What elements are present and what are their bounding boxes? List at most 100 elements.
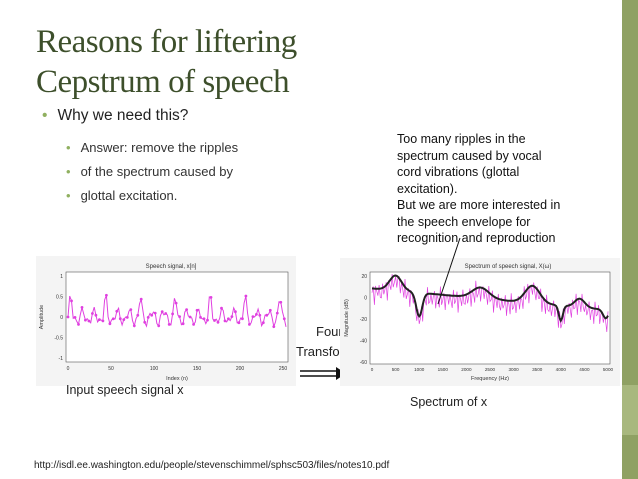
left-plot-xlabel: Index (n): [166, 376, 188, 382]
signal-sample-point: [98, 318, 101, 321]
x-tick-label: 1000: [414, 367, 425, 372]
signal-sample-point: [125, 316, 129, 319]
annotation-pointer: [437, 237, 461, 305]
y-tick-label: -20: [360, 317, 367, 323]
x-tick-label: 4000: [556, 367, 567, 372]
signal-sample-point: [209, 296, 213, 299]
signal-sample-point: [73, 316, 77, 319]
signal-sample-point: [157, 324, 161, 328]
signal-sample-point: [261, 321, 265, 325]
x-tick-label: 0: [371, 367, 374, 372]
signal-sample-point: [164, 312, 168, 315]
signal-sample-point: [216, 320, 220, 324]
x-tick-label: 50: [108, 366, 114, 372]
main-bullet-text: Why we need this?: [57, 107, 189, 124]
accent-band-block: [622, 385, 638, 435]
title-line-1: Reasons for liftering: [36, 24, 297, 60]
signal-sample-point: [132, 324, 136, 328]
signal-sample-point: [268, 308, 272, 312]
x-tick-label: 500: [392, 367, 400, 372]
signal-sample-point: [87, 319, 91, 323]
note-line: recognition and reproduction: [397, 231, 556, 245]
bullet-dot-icon: •: [42, 107, 48, 124]
signal-sample-point: [80, 306, 84, 309]
note-line: cord vibrations (glottal: [397, 165, 520, 179]
signal-sample-point: [105, 293, 108, 297]
note-line: But we are more interested in: [397, 198, 561, 212]
signal-sample-point: [188, 315, 192, 319]
signal-sample-point: [84, 318, 87, 322]
signal-sample-point: [248, 323, 251, 326]
signal-sample-point: [139, 297, 143, 301]
signal-sample-point: [185, 308, 189, 311]
signal-sample-point: [101, 319, 105, 323]
note-line: Too many ripples in the: [397, 132, 526, 146]
title-line-2: Cepstrum of speech: [36, 64, 290, 100]
accent-band: [622, 0, 638, 479]
x-tick-label: 1500: [438, 367, 449, 372]
signal-sample-point: [192, 323, 196, 326]
signal-sample-point: [213, 319, 216, 322]
signal-sample-point: [77, 323, 80, 326]
right-plot-xlabel: Frequency (Hz): [471, 376, 509, 382]
signal-sample-point: [178, 315, 182, 318]
signal-sample-point: [70, 299, 73, 303]
signal-sample-point: [275, 311, 279, 315]
x-tick-label: 150: [193, 366, 202, 372]
bullet-dot-icon: •: [66, 164, 71, 179]
sub-bullet-text: of the spectrum caused by: [80, 164, 234, 179]
signal-sample-point: [91, 312, 94, 315]
signal-sample-point: [146, 316, 150, 319]
signal-sample-point: [237, 321, 241, 325]
signal-sample-point: [255, 313, 258, 316]
x-tick-label: 3000: [508, 367, 519, 372]
y-tick-label: 1: [60, 274, 63, 280]
signal-sample-point: [94, 313, 98, 317]
spectral-envelope-line: [371, 274, 609, 323]
note-line: spectrum caused by vocal: [397, 148, 542, 163]
signal-sample-point: [220, 306, 223, 310]
y-tick-label: -60: [360, 360, 367, 366]
signal-sample-point: [153, 311, 157, 315]
y-tick-label: -0.5: [54, 336, 63, 342]
spectrum-plot: Spectrum of speech signal, X(ω) Magnitud…: [340, 258, 620, 386]
x-tick-label: 100: [150, 366, 159, 372]
note-line: the speech envelope for: [397, 214, 531, 229]
y-tick-label: 0.5: [56, 295, 63, 301]
signal-sample-point: [143, 320, 147, 324]
x-tick-label: 2500: [485, 367, 496, 372]
signal-sample-point: [150, 313, 154, 317]
y-tick-label: 0: [364, 296, 367, 302]
source-link[interactable]: http://isdl.ee.washington.edu/people/ste…: [34, 460, 390, 471]
sub-bullet-text: Answer: remove the ripples: [80, 140, 239, 155]
x-tick-label: 200: [236, 366, 245, 372]
signal-sample-point: [171, 312, 175, 316]
bullet-dot-icon: •: [66, 188, 71, 203]
signal-sample-point: [167, 323, 171, 326]
note-line: excitation).: [397, 181, 458, 196]
right-plot-axes: [369, 271, 611, 365]
signal-sample-point: [136, 313, 140, 317]
ripple-note: Too many ripples in the spectrum caused …: [397, 131, 612, 247]
signal-sample-point: [122, 318, 126, 321]
left-plot-ylabel: Amplitude: [39, 305, 45, 329]
signal-sample-point: [118, 317, 122, 321]
right-plot-title: Spectrum of speech signal, X(ω): [465, 264, 552, 270]
signal-sample-point: [199, 316, 202, 319]
signal-sample-point: [206, 318, 209, 322]
signal-sample-point: [279, 300, 283, 304]
x-tick-label: 3500: [532, 367, 543, 372]
x-tick-label: 5000: [603, 367, 614, 372]
signal-sample-point: [282, 317, 286, 321]
x-tick-label: 250: [279, 366, 288, 372]
signal-sample-point: [251, 315, 255, 318]
signal-sample-point: [111, 317, 115, 321]
signal-sample-point: [272, 325, 276, 328]
signal-sample-point: [66, 315, 70, 319]
signal-sample-point: [129, 308, 133, 311]
bullet-dot-icon: •: [66, 140, 71, 155]
signal-sample-point: [230, 315, 234, 318]
x-tick-label: 0: [67, 366, 70, 372]
right-plot-ylabel: Magnitude (dB): [344, 299, 350, 337]
y-tick-label: -40: [360, 339, 367, 345]
